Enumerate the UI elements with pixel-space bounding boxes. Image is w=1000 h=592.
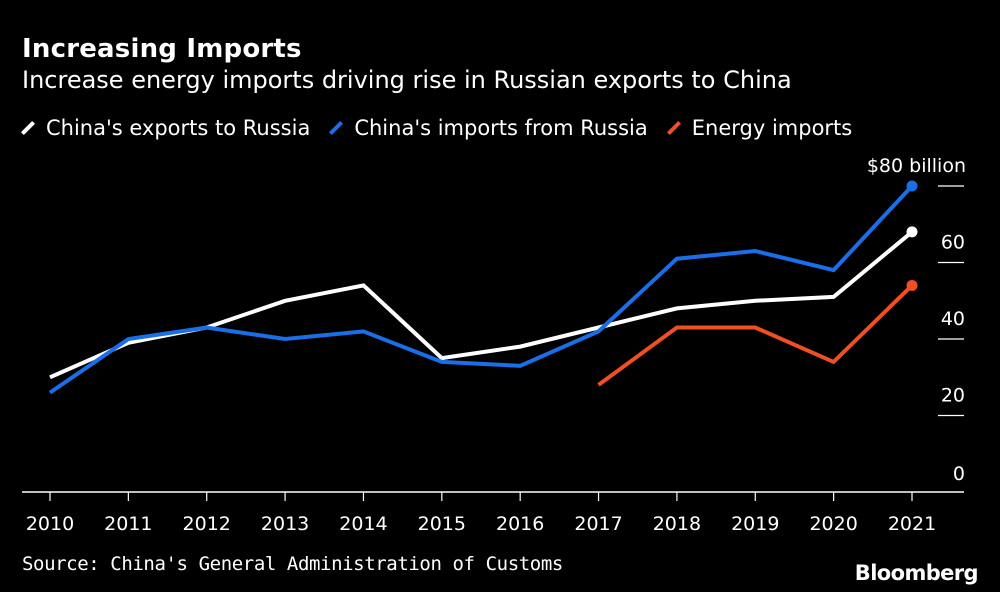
legend: China's exports to Russia China's import… [20, 116, 870, 140]
x-tick-label-2017: 2017 [574, 513, 622, 535]
x-tick-label-2016: 2016 [496, 513, 544, 535]
y-tick-label-60: 60 [941, 232, 965, 254]
y-tick-label-20: 20 [941, 385, 965, 407]
y-tick-label-0: 0 [953, 463, 965, 485]
x-tick-label-2014: 2014 [339, 513, 387, 535]
x-tick-label-2018: 2018 [653, 513, 701, 535]
series-line-2 [597, 283, 914, 387]
legend-item-imports: China's imports from Russia [328, 116, 648, 140]
x-tick-label-2020: 2020 [809, 513, 857, 535]
legend-item-exports: China's exports to Russia [20, 116, 310, 140]
legend-label-imports: China's imports from Russia [354, 116, 648, 140]
chart-subtitle: Increase energy imports driving rise in … [22, 66, 792, 94]
series-endpoint-1 [906, 180, 918, 192]
y-tick-label-40: 40 [941, 308, 965, 330]
series-endpoint-2 [906, 279, 918, 291]
chart-title: Increasing Imports [22, 34, 302, 64]
x-tick-label-2011: 2011 [104, 513, 152, 535]
x-tick-label-2019: 2019 [731, 513, 779, 535]
legend-label-energy: Energy imports [691, 116, 853, 140]
series-endpoint-0 [906, 226, 918, 238]
y-tick-label-80: $80 billion [867, 155, 966, 177]
legend-item-energy: Energy imports [666, 116, 852, 140]
x-tick-label-2012: 2012 [183, 513, 231, 535]
legend-label-exports: China's exports to Russia [46, 116, 311, 140]
x-tick-label-2013: 2013 [261, 513, 309, 535]
x-tick-label-2021: 2021 [888, 513, 936, 535]
series-line-0 [49, 230, 914, 380]
x-tick-label-2015: 2015 [418, 513, 466, 535]
source-note: Source: China's General Administration o… [22, 553, 563, 575]
series-line-1 [48, 184, 914, 395]
bloomberg-logo: Bloomberg [854, 561, 979, 585]
x-tick-label-2010: 2010 [26, 513, 74, 535]
